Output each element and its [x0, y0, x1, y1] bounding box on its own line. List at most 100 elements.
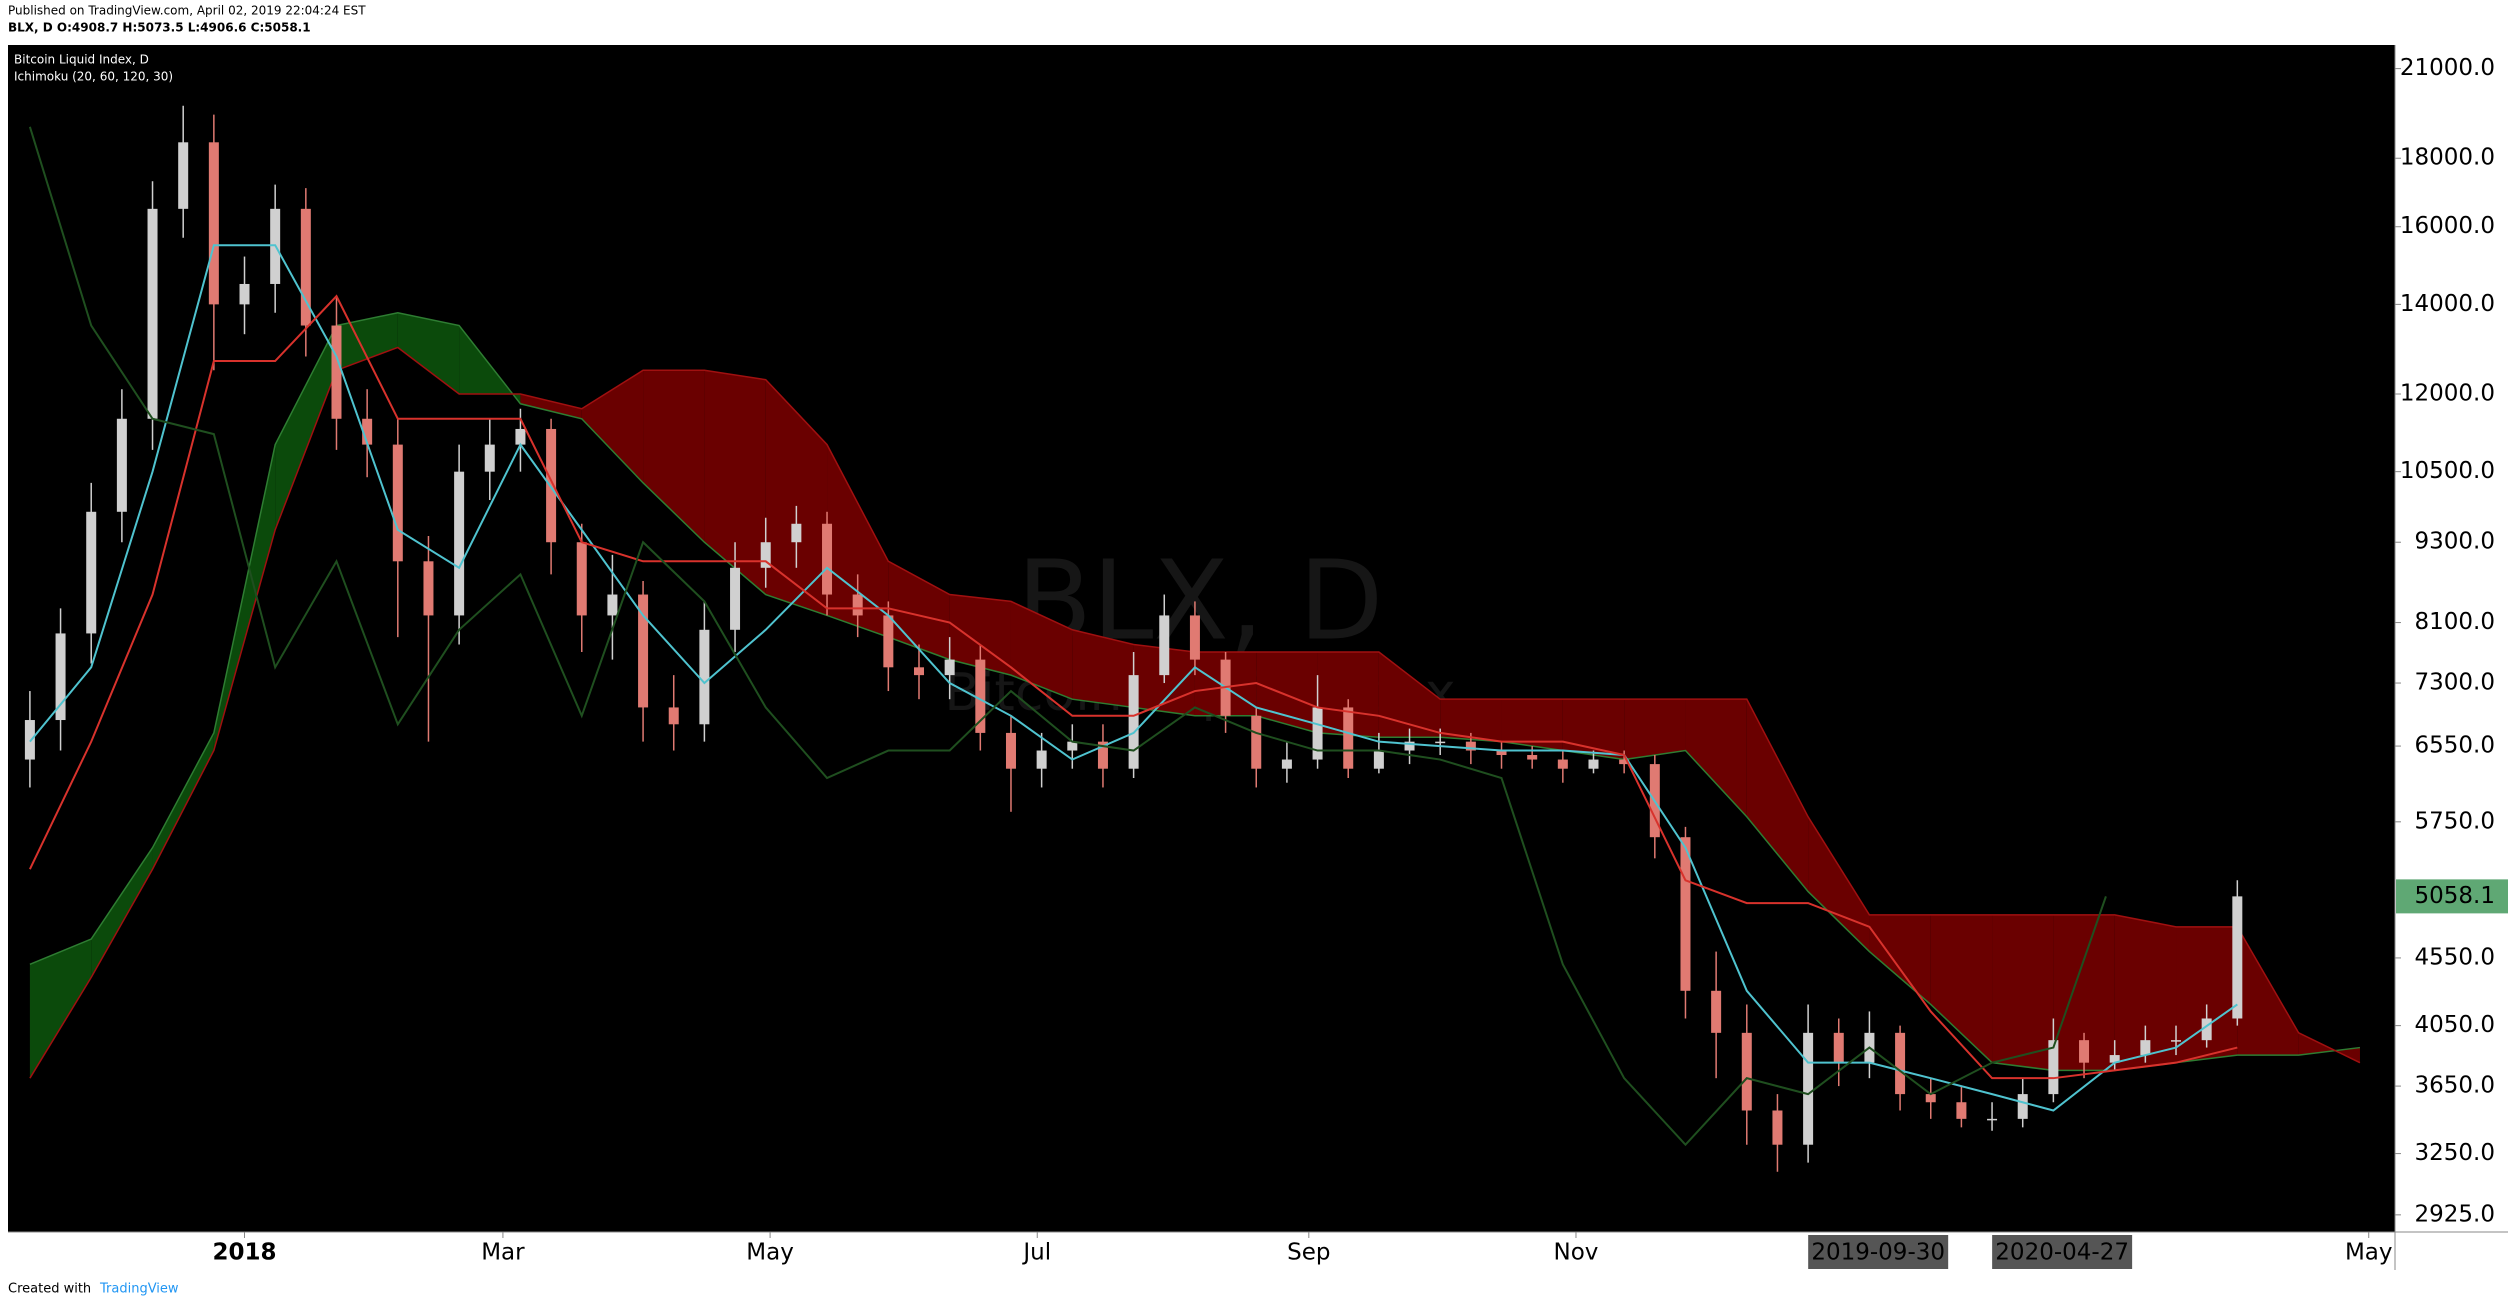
candle-body	[1465, 741, 1476, 751]
y-tick-label: 18000.0	[2400, 145, 2495, 171]
candle-body	[576, 542, 587, 616]
cloud-segment	[1624, 699, 1686, 760]
y-tick-label: 3650.0	[2415, 1073, 2495, 1099]
candle-body	[55, 633, 66, 721]
y-tick-label: 4050.0	[2415, 1012, 2495, 1038]
candle-body	[2201, 1018, 2212, 1041]
candle-body	[668, 707, 679, 725]
cloud-segment	[1378, 652, 1441, 738]
candle-body	[760, 542, 771, 568]
indicator-line	[28, 126, 2107, 1147]
candle-body	[1772, 1110, 1783, 1145]
candle-body	[1404, 741, 1415, 751]
span-a-line	[29, 311, 2361, 1072]
candle-body	[944, 659, 955, 676]
candle-body	[1251, 715, 1262, 769]
cloud-segment	[2053, 914, 2115, 1071]
y-tick-label: 8100.0	[2415, 609, 2495, 635]
cloud-segment	[1992, 914, 2054, 1071]
candle-body	[1619, 759, 1630, 765]
candle-body	[852, 594, 863, 616]
candle-body	[2232, 896, 2243, 1019]
x-tick-label: Sep	[1287, 1240, 1330, 1266]
cloud-segment	[827, 444, 889, 638]
y-tick-label: 16000.0	[2400, 213, 2495, 239]
candle-body	[730, 567, 741, 630]
legend-indicator: Ichimoku (20, 60, 120, 30)	[14, 70, 173, 84]
candle-body	[300, 208, 311, 326]
candle-body	[208, 142, 219, 305]
candle-body	[1036, 750, 1047, 769]
y-tick-label: 21000.0	[2400, 55, 2495, 81]
candle-body	[392, 444, 403, 562]
y-tick-label: 6550.0	[2415, 733, 2495, 759]
candle-body	[1557, 759, 1568, 769]
candle-body	[147, 208, 158, 419]
footer: Created with	[8, 1282, 91, 1297]
cloud-segment	[213, 444, 276, 751]
indicator-line	[28, 294, 2238, 1080]
cloud-segment	[152, 732, 214, 870]
cloud-segment	[275, 325, 337, 530]
cloud-segment	[704, 370, 766, 595]
candle-body	[116, 418, 127, 512]
cloud-segment	[1010, 601, 1073, 700]
y-tick-label: 10500.0	[2400, 458, 2495, 484]
candle-body	[86, 511, 97, 634]
last-price-label: 5058.1	[2415, 883, 2495, 909]
candle-body	[883, 615, 894, 668]
published-line: Published on TradingView.com, April 02, …	[8, 4, 366, 18]
candle-body	[2109, 1055, 2120, 1063]
candle-body	[2017, 1094, 2028, 1119]
y-tick-label: 14000.0	[2400, 291, 2495, 317]
legend-title: Bitcoin Liquid Index, D	[14, 53, 149, 67]
candle-body	[1159, 615, 1170, 676]
candle-body	[362, 418, 373, 445]
last-price-box	[2396, 879, 2508, 914]
footer-brand[interactable]: TradingView	[99, 1282, 179, 1297]
candle-body	[1527, 755, 1538, 760]
x-marker-label: 2019-09-30	[1811, 1240, 1945, 1266]
candle-body	[24, 720, 35, 760]
cloud-segment	[1930, 914, 1993, 1063]
candle-body	[2171, 1040, 2182, 1042]
candle-body	[1925, 1094, 1936, 1103]
cloud-segment	[1746, 699, 1809, 892]
candle-body	[1128, 675, 1139, 769]
y-tick-label: 9300.0	[2415, 529, 2495, 555]
candle-body	[239, 283, 250, 305]
candle-body	[178, 142, 189, 209]
x-tick-label: 2018	[213, 1240, 277, 1266]
x-marker-label: 2020-04-27	[1995, 1240, 2129, 1266]
candle-body	[1343, 707, 1354, 769]
x-tick-label: Mar	[481, 1240, 525, 1266]
y-tick-label: 12000.0	[2400, 381, 2495, 407]
plot	[24, 105, 2361, 1172]
candle-body	[2048, 1040, 2059, 1095]
candle-body	[1005, 732, 1016, 769]
cloud-segment	[29, 939, 92, 1079]
candle-body	[2140, 1040, 2151, 1056]
cloud-segment	[1440, 699, 1502, 742]
cloud-segment	[1501, 699, 1563, 751]
y-tick-label: 2925.0	[2415, 1201, 2495, 1227]
candle-body	[1312, 707, 1323, 760]
y-tick-label: 4550.0	[2415, 944, 2495, 970]
x-tick-label: Nov	[1554, 1240, 1599, 1266]
x-tick-label: May	[2345, 1240, 2393, 1266]
x-marker-box	[1808, 1235, 1949, 1269]
candle-body	[791, 523, 802, 543]
cloud-segment	[2237, 926, 2299, 1056]
y-tick-label: 5750.0	[2415, 808, 2495, 834]
cloud-segment	[1317, 652, 1379, 738]
candle-body	[1373, 750, 1384, 769]
cloud-segment	[581, 370, 644, 483]
candle-body	[1711, 990, 1722, 1033]
candle-body	[607, 594, 618, 616]
candle-body	[1496, 750, 1507, 756]
cloud-segment	[643, 370, 705, 543]
candle-body	[2079, 1040, 2090, 1063]
candle-body	[1097, 741, 1108, 769]
cloud-segment	[1072, 629, 1134, 708]
indicator-line	[29, 244, 2238, 1112]
